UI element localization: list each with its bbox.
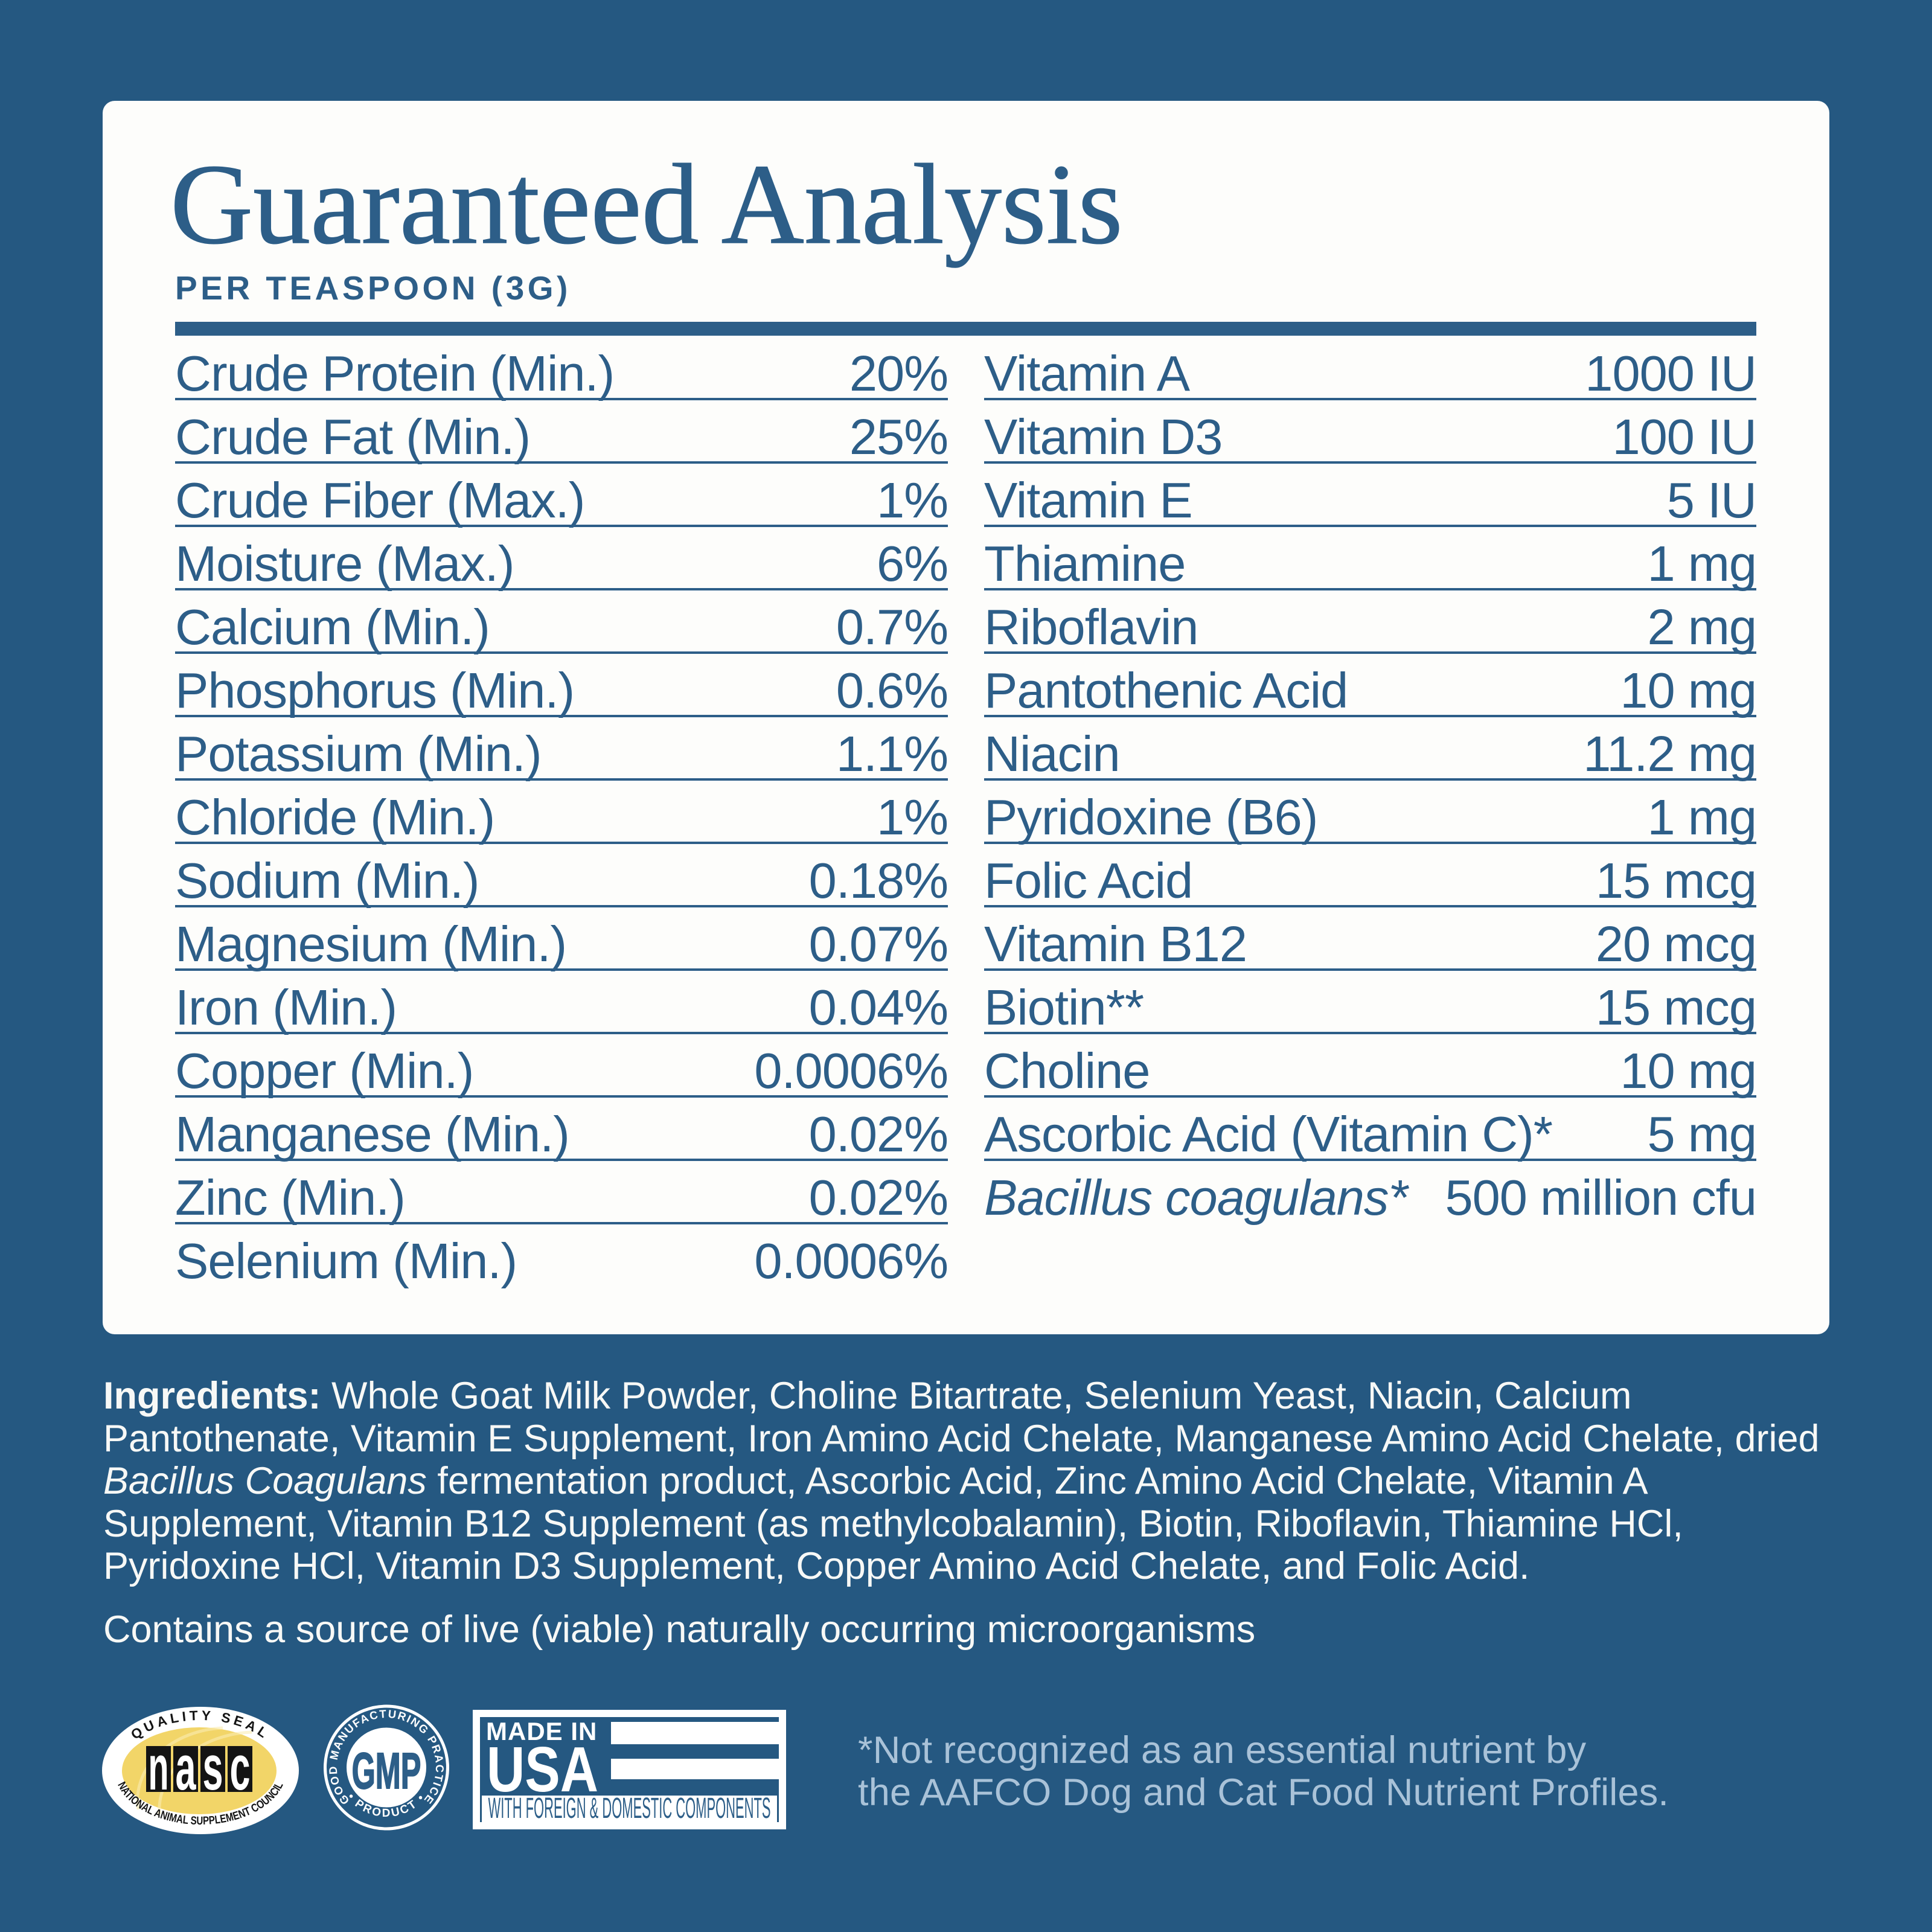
svg-text:a: a: [176, 1733, 197, 1803]
svg-text:WITH FOREIGN & DOMESTIC COMPON: WITH FOREIGN & DOMESTIC COMPONENTS: [488, 1793, 771, 1825]
svg-text:GMP: GMP: [352, 1742, 421, 1800]
svg-text:MADE IN: MADE IN: [486, 1717, 597, 1745]
svg-text:n: n: [149, 1733, 169, 1803]
svg-text:USA: USA: [487, 1734, 598, 1805]
svg-text:c: c: [230, 1733, 251, 1803]
svg-text:s: s: [203, 1733, 223, 1803]
